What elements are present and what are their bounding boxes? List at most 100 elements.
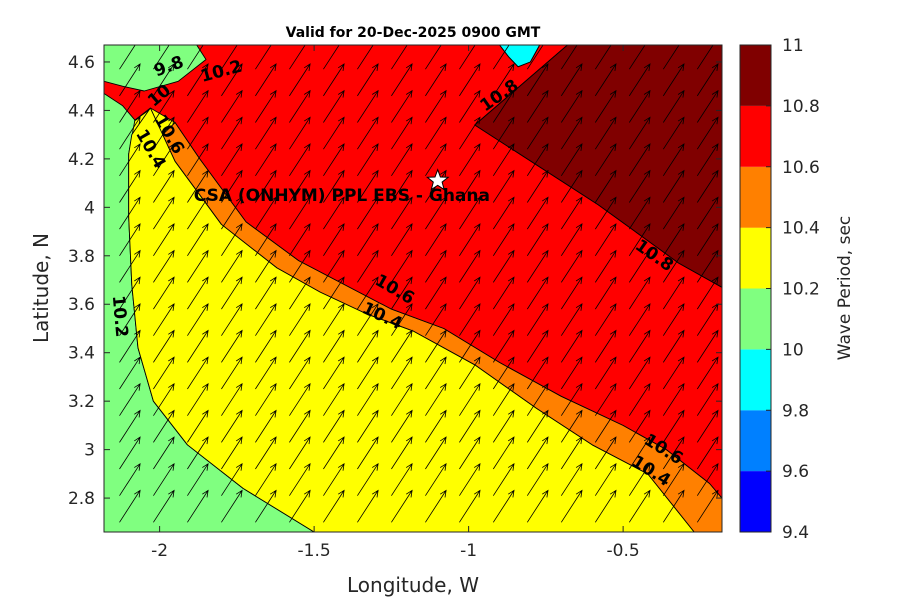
star-marker	[425, 168, 450, 191]
vector-arrow-15-2	[628, 436, 651, 470]
y-tick-label-6: 4	[84, 198, 95, 218]
colorbar-segment-7	[740, 45, 771, 106]
vector-arrow-0-6	[119, 329, 141, 363]
vector-arrow-6-2	[323, 436, 345, 470]
vector-arrow-1-15	[153, 89, 175, 123]
vector-arrow-0-13	[119, 143, 141, 177]
vector-arrow-9-14	[425, 116, 447, 150]
vector-arrow-12-14	[526, 116, 549, 150]
vector-arrow-10-15	[459, 89, 481, 123]
vector-arrow-15-0	[628, 489, 651, 523]
vector-arrow-4-0	[255, 489, 277, 523]
vector-arrow-10-6	[459, 329, 481, 363]
vector-arrow-8-10	[391, 223, 413, 257]
vector-arrow-17-8	[696, 276, 719, 310]
vector-arrow-17-11	[696, 196, 719, 230]
y-tick-label-0: 2.8	[68, 489, 95, 509]
vector-arrow-4-1	[255, 462, 277, 496]
colorbar-tick-label-6: 10.6	[782, 158, 820, 178]
vector-arrow-11-13	[492, 143, 515, 177]
vector-arrow-12-6	[526, 329, 549, 363]
vector-arrow-13-5	[560, 356, 583, 390]
vector-arrow-0-2	[119, 436, 141, 470]
vector-arrow-14-3	[594, 409, 617, 443]
vector-arrow-7-15	[357, 89, 379, 123]
vector-arrow-12-11	[526, 196, 549, 230]
vector-arrow-11-11	[492, 196, 515, 230]
vector-arrow-9-1	[425, 462, 447, 496]
vector-arrow-4-4	[255, 382, 277, 416]
vector-arrow-5-12	[289, 169, 311, 203]
vector-arrow-13-12	[560, 169, 583, 203]
vector-arrow-7-7	[357, 303, 379, 336]
y-tick-label-2: 3.2	[68, 392, 95, 412]
vector-arrow-6-17	[323, 45, 340, 70]
vector-arrow-4-11	[255, 196, 277, 230]
vector-arrow-9-13	[425, 143, 447, 177]
vector-arrow-10-4	[459, 382, 481, 416]
vector-arrow-10-12	[459, 169, 481, 203]
vector-arrow-9-2	[425, 436, 447, 470]
vector-arrow-16-9	[662, 249, 685, 283]
colorbar-segment-2	[740, 349, 771, 411]
vector-arrow-16-12	[662, 169, 685, 203]
vector-arrow-3-10	[221, 223, 243, 257]
vector-arrow-14-11	[594, 196, 617, 230]
vector-arrow-5-1	[289, 462, 311, 496]
vector-arrow-7-12	[357, 169, 379, 203]
vector-arrow-1-14	[153, 116, 175, 150]
vector-arrow-15-4	[628, 382, 651, 416]
vector-arrow-10-13	[459, 143, 481, 177]
colorbar-segment-1	[740, 410, 771, 472]
vector-arrow-4-6	[255, 329, 277, 363]
vector-arrow-1-9	[153, 249, 175, 283]
vector-arrow-14-16	[594, 63, 617, 97]
x-tick-label-0: -2	[151, 541, 168, 561]
vector-arrow-0-16	[119, 63, 141, 97]
vector-arrow-14-15	[594, 89, 617, 123]
vector-arrow-4-8	[255, 276, 277, 310]
y-tick-label-8: 4.4	[68, 101, 95, 121]
vector-arrow-4-13	[255, 143, 277, 177]
vector-arrow-8-6	[391, 329, 413, 363]
vector-arrow-12-1	[526, 462, 549, 496]
vector-arrow-16-14	[662, 116, 685, 150]
vector-arrow-11-10	[492, 223, 515, 257]
vector-arrow-4-15	[255, 89, 277, 123]
vector-arrow-5-17	[289, 45, 306, 70]
vector-arrow-17-4	[696, 382, 719, 416]
vector-arrow-8-12	[391, 169, 413, 203]
vector-arrow-6-12	[323, 169, 345, 203]
vector-arrow-4-14	[255, 116, 277, 150]
vector-arrow-11-17	[492, 45, 510, 70]
vector-arrow-11-7	[492, 303, 515, 336]
vector-arrow-10-0	[459, 489, 481, 523]
vector-arrow-17-5	[696, 356, 719, 390]
colorbar-segment-6	[740, 105, 771, 167]
y-tick-label-5: 3.8	[68, 247, 95, 267]
vector-arrow-11-0	[492, 489, 515, 523]
vector-arrow-16-13	[662, 143, 685, 177]
vector-arrow-4-9	[255, 249, 277, 283]
vector-arrow-6-16	[323, 63, 345, 97]
vector-arrow-3-8	[221, 276, 243, 310]
vector-arrow-9-15	[425, 89, 447, 123]
vector-arrow-7-0	[357, 489, 379, 523]
vector-arrow-3-0	[221, 489, 243, 523]
vector-arrow-13-7	[560, 303, 583, 336]
vector-arrow-14-4	[594, 382, 617, 416]
vector-arrow-2-2	[187, 436, 209, 470]
colorbar-segment-0	[740, 471, 771, 532]
vector-arrow-8-13	[391, 143, 413, 177]
vector-arrow-3-13	[221, 143, 243, 177]
vector-arrow-8-5	[391, 356, 413, 390]
vector-arrow-1-16	[153, 63, 175, 97]
vector-arrow-12-9	[526, 249, 549, 283]
vector-arrow-5-4	[289, 382, 311, 416]
vector-arrow-15-1	[628, 462, 651, 496]
vector-arrow-5-11	[289, 196, 311, 230]
y-tick-label-9: 4.6	[68, 53, 95, 73]
vector-arrow-8-11	[391, 196, 413, 230]
y-tick-label-4: 3.6	[68, 295, 95, 315]
vector-arrow-14-10	[594, 223, 617, 257]
